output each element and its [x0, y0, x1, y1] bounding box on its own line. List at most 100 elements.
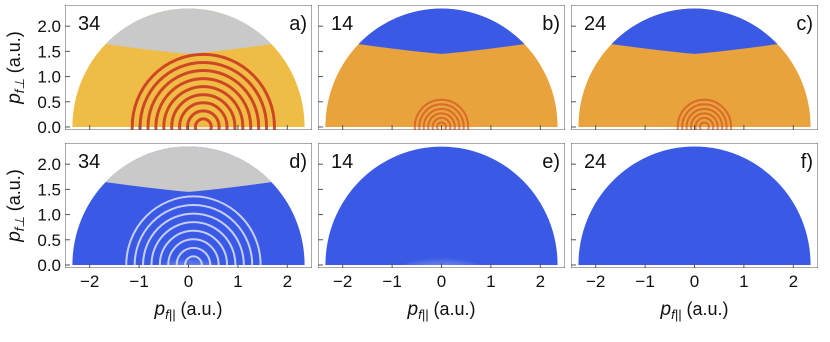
x-tick-label: 0	[437, 272, 446, 291]
panel	[571, 5, 818, 130]
unit: (a.u.)	[433, 299, 475, 319]
y-tick-label: 1.5	[37, 42, 61, 61]
x-tick-label: −1	[129, 272, 148, 291]
subscript: f||	[165, 307, 175, 322]
unit: (a.u.)	[4, 169, 24, 211]
intensity	[600, 204, 789, 268]
panel-label: c)	[796, 13, 813, 35]
fringe	[186, 109, 221, 130]
cap-region	[105, 8, 272, 54]
x-tick-label: 0	[184, 272, 193, 291]
intensity	[114, 189, 263, 268]
panel-label: d)	[289, 151, 307, 173]
fringe	[418, 103, 465, 130]
subscript: f||	[418, 307, 428, 322]
symbol: p	[4, 93, 25, 105]
panel	[318, 143, 565, 268]
annotation: 34	[78, 151, 100, 173]
subscript: f⊥	[12, 78, 27, 93]
x-axis-label: pf|| (a.u.)	[407, 299, 476, 322]
fringe	[142, 212, 245, 268]
x-tick-label: −2	[333, 272, 352, 291]
fringe	[685, 107, 724, 130]
fringe	[427, 112, 456, 130]
fringe	[431, 116, 452, 130]
x-tick-label: 1	[739, 272, 748, 291]
fringe	[175, 246, 212, 268]
y-tick-label: 0.0	[37, 256, 61, 275]
intensity	[640, 71, 769, 130]
annotation: 24	[584, 151, 606, 173]
fringe	[184, 255, 203, 268]
fringe	[178, 101, 229, 130]
y-tick-label: 1.0	[37, 68, 61, 87]
annotation: 34	[78, 13, 100, 35]
x-axis-label: pf|| (a.u.)	[660, 299, 729, 322]
fringe	[170, 93, 237, 130]
fringe	[193, 117, 213, 130]
unit: (a.u.)	[180, 299, 222, 319]
unit: (a.u.)	[4, 31, 24, 73]
fringe	[158, 229, 229, 268]
panel	[65, 143, 312, 268]
annotation: 24	[584, 13, 606, 35]
fringe	[133, 204, 254, 268]
fringe	[698, 121, 710, 130]
panel	[571, 143, 818, 268]
fringe	[167, 238, 220, 268]
y-tick-label: 2.0	[37, 17, 61, 36]
symbol: p	[4, 231, 25, 243]
fringe	[130, 52, 276, 130]
x-tick-label: 2	[283, 272, 292, 291]
cap-region	[611, 8, 778, 54]
x-axis-label: pf|| (a.u.)	[154, 299, 223, 322]
subscript: f||	[671, 307, 681, 322]
y-tick-label: 1.5	[37, 180, 61, 199]
panel-label: e)	[542, 151, 560, 173]
fringe	[681, 103, 728, 130]
x-tick-label: 2	[536, 272, 545, 291]
symbol: p	[154, 299, 166, 320]
panel	[65, 5, 312, 130]
panel-label: b)	[542, 13, 560, 35]
y-axis-label: pf⊥ (a.u.)	[4, 31, 27, 105]
y-tick-label: 0.5	[37, 231, 61, 250]
annotation: 14	[331, 13, 353, 35]
fringe	[690, 112, 719, 130]
x-tick-label: 1	[486, 272, 495, 291]
x-tick-label: 1	[233, 272, 242, 291]
x-tick-label: −1	[382, 272, 401, 291]
y-tick-label: 1.0	[37, 206, 61, 225]
panel	[318, 5, 565, 130]
intensity	[377, 71, 506, 130]
cap-region	[358, 8, 525, 54]
x-tick-label: −2	[586, 272, 605, 291]
fringe	[154, 77, 253, 130]
fringe	[413, 98, 470, 130]
x-tick-label: −2	[80, 272, 99, 291]
fringe	[150, 221, 237, 268]
symbol: p	[660, 299, 672, 320]
cap-region	[105, 146, 272, 192]
fringe	[676, 98, 733, 130]
panel-label: a)	[289, 13, 307, 35]
intensity	[139, 71, 268, 130]
x-tick-label: −1	[635, 272, 654, 291]
fringe	[694, 116, 715, 130]
unit: (a.u.)	[686, 299, 728, 319]
y-tick-label: 2.0	[37, 155, 61, 174]
subscript: f⊥	[12, 216, 27, 231]
fringe	[125, 195, 262, 268]
symbol: p	[407, 299, 419, 320]
y-tick-label: 0.0	[37, 118, 61, 137]
annotation: 14	[331, 151, 353, 173]
y-axis-label: pf⊥ (a.u.)	[4, 169, 27, 243]
x-tick-label: 0	[690, 272, 699, 291]
panel-label: f)	[801, 151, 813, 173]
x-tick-label: 2	[789, 272, 798, 291]
fringe	[146, 69, 261, 130]
intensity	[347, 189, 536, 268]
fringe	[436, 121, 447, 130]
